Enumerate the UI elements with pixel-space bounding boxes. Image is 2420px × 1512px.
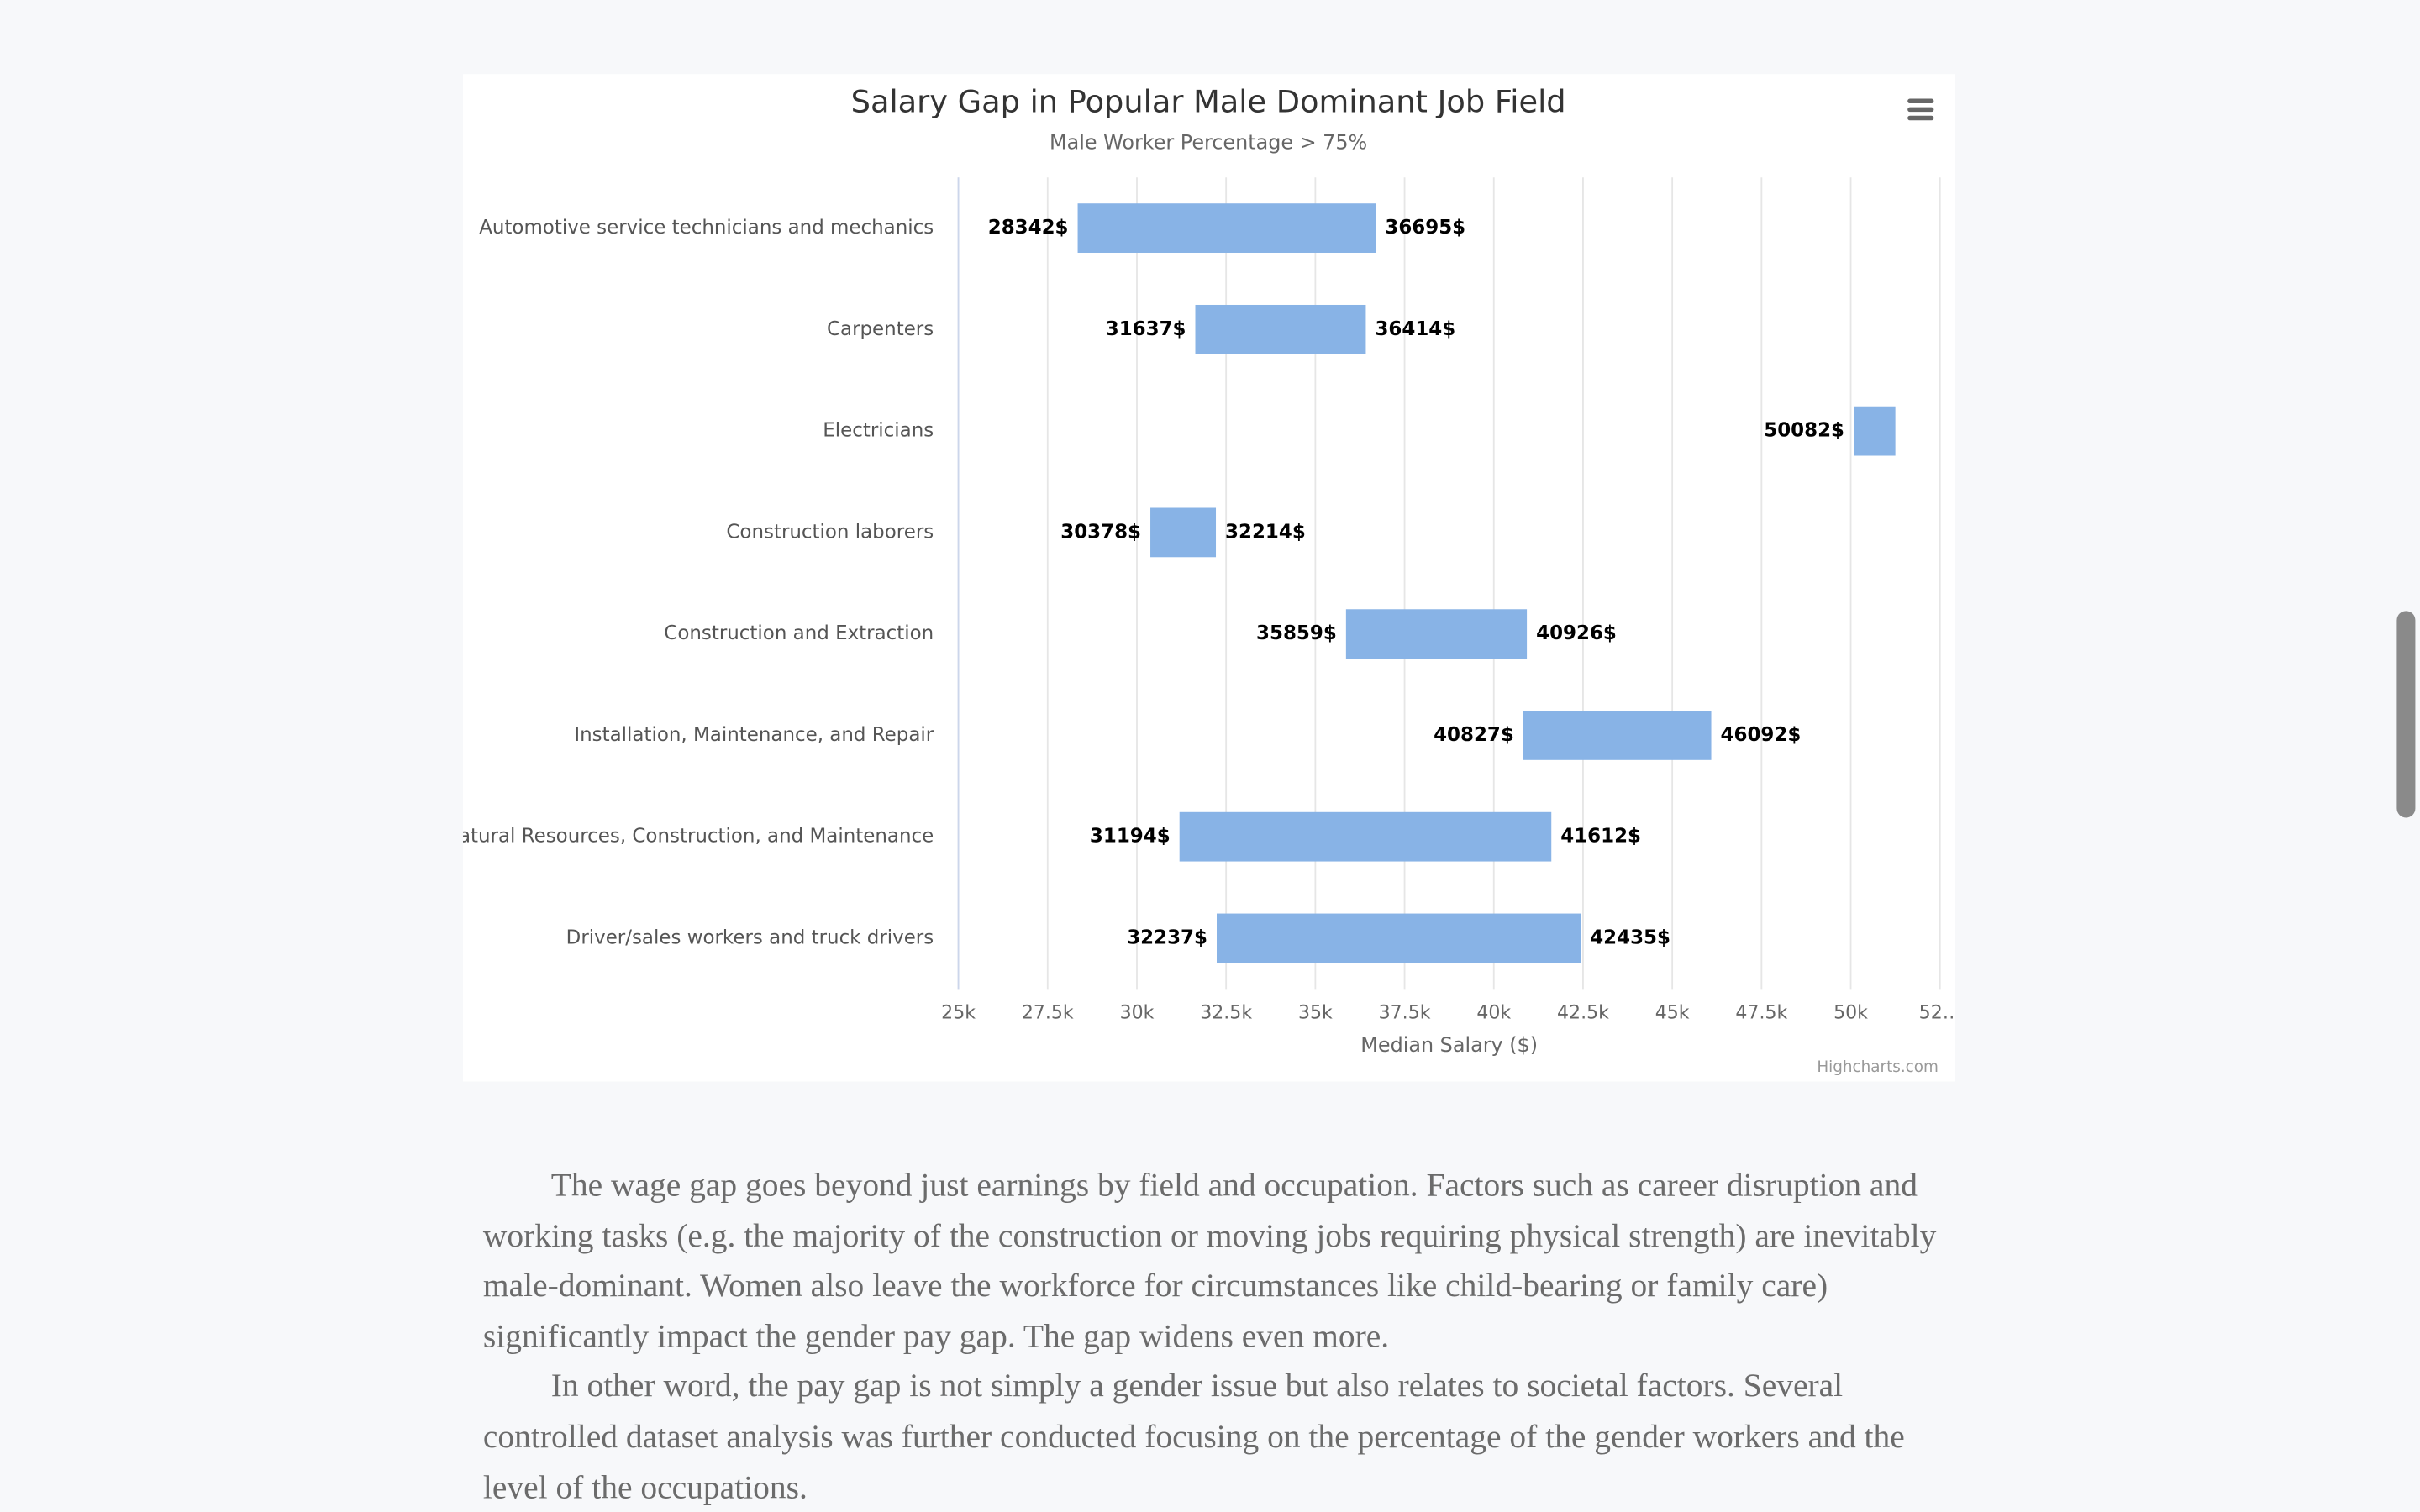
x-tick-label: 50k	[1833, 1003, 1868, 1024]
data-label: 31637$	[1106, 318, 1186, 340]
data-label: 46092$	[1721, 724, 1802, 746]
category-label: Driver/sales workers and truck drivers	[566, 927, 934, 948]
menu-bar	[1907, 107, 1934, 113]
menu-bar	[1907, 98, 1934, 104]
x-tick-label: 27.5k	[1022, 1003, 1074, 1024]
x-tick-label: 25k	[941, 1003, 976, 1024]
data-label: 35859$	[1256, 622, 1337, 644]
data-label: 42435$	[1590, 927, 1670, 948]
range-bar	[1179, 811, 1552, 862]
data-label: 28342$	[988, 217, 1069, 239]
data-label: 40827$	[1434, 724, 1514, 746]
range-bar	[1150, 507, 1217, 558]
category-label: Construction and Extraction	[664, 622, 934, 644]
data-label: 36695$	[1385, 217, 1465, 239]
x-tick-label: 40k	[1476, 1003, 1511, 1024]
x-tick-label: 32.5k	[1200, 1003, 1252, 1024]
menu-button[interactable]	[1907, 98, 1934, 121]
range-bar	[1345, 609, 1528, 659]
chart: Salary Gap in Popular Male Dominant Job …	[463, 74, 1956, 1082]
x-tick-label: 37.5k	[1379, 1003, 1431, 1024]
x-tick-label: 42.5k	[1557, 1003, 1609, 1024]
x-tick-label: 30k	[1120, 1003, 1155, 1024]
category-label: Electricians	[823, 420, 934, 442]
paragraph: The wage gap goes beyond just earnings b…	[482, 1166, 1937, 1355]
range-bar	[1217, 913, 1581, 963]
x-tick-label: 35k	[1298, 1003, 1333, 1024]
x-tick-label: 45k	[1655, 1003, 1690, 1024]
range-bar	[1854, 406, 1896, 456]
category-label: Natural Resources, Construction, and Mai…	[463, 826, 934, 848]
data-label: 36414$	[1375, 318, 1455, 340]
chart-subtitle: Male Worker Percentage > 75%	[1050, 130, 1367, 154]
data-label: 31194$	[1090, 826, 1171, 848]
data-label: 40926$	[1536, 622, 1617, 644]
x-axis-title: Median Salary ($)	[1360, 1033, 1538, 1057]
data-label: 41612$	[1560, 826, 1641, 848]
data-label: 30378$	[1060, 521, 1141, 543]
category-label: Carpenters	[827, 318, 934, 340]
data-label: 50082$	[1764, 420, 1844, 442]
range-bar	[1077, 203, 1376, 253]
paragraph: In other word, the pay gap is not simply…	[482, 1368, 1905, 1505]
category-label: Installation, Maintenance, and Repair	[574, 724, 934, 746]
category-label: Automotive service technicians and mecha…	[479, 217, 934, 239]
menu-bar	[1907, 115, 1934, 121]
credit: Highcharts.com	[1817, 1058, 1939, 1076]
data-label: 32237$	[1127, 927, 1207, 948]
category-label: Construction laborers	[726, 521, 934, 543]
range-bar	[1195, 304, 1366, 354]
scrollbar[interactable]	[2396, 611, 2416, 818]
article: The wage gap goes beyond just earnings b…	[483, 1160, 1942, 1512]
chart-title: Salary Gap in Popular Male Dominant Job …	[851, 84, 1566, 120]
x-tick-label: 52…	[1919, 1003, 1955, 1024]
x-tick-label: 47.5k	[1735, 1003, 1787, 1024]
range-bar	[1523, 711, 1712, 760]
data-label: 32214$	[1225, 521, 1306, 543]
